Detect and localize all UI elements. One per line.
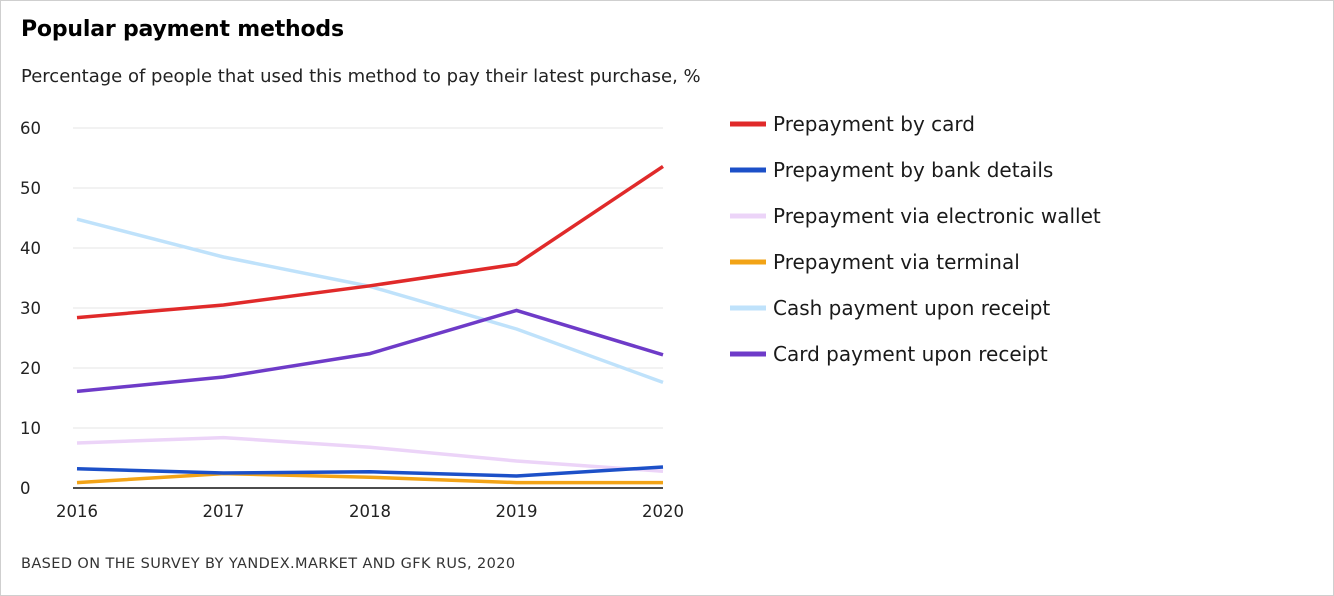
axis-layer: 0 10 20 30 40 50 60 2016 2017 2018 2019 2020 <box>20 119 684 521</box>
series-line-card-payment-upon-receipt <box>76 308 664 394</box>
x-tick-label: 2017 <box>203 502 245 521</box>
series-line-prepayment-by-bank-details <box>76 465 664 478</box>
series-line-prepayment-via-electronic-wallet <box>76 435 664 473</box>
series-line-prepayment-via-terminal <box>76 471 663 485</box>
chart-title: Popular payment methods <box>21 17 344 42</box>
chart-subtitle: Percentage of people that used this meth… <box>21 66 701 87</box>
x-tick-label: 2018 <box>349 502 391 521</box>
legend: Prepayment by card Prepayment by bank det… <box>730 112 1101 366</box>
legend-label-prepayment-by-bank-details: Prepayment by bank details <box>773 158 1053 182</box>
y-tick-label: 10 <box>20 419 41 438</box>
y-tick-label: 50 <box>20 179 41 198</box>
x-tick-label: 2020 <box>642 502 684 521</box>
series-layer <box>76 164 664 485</box>
y-tick-label: 20 <box>20 359 41 378</box>
legend-label-card-payment-upon-receipt: Card payment upon receipt <box>773 342 1048 366</box>
y-tick-label: 0 <box>20 479 31 498</box>
y-tick-label: 30 <box>20 299 41 318</box>
legend-label-prepayment-via-terminal: Prepayment via terminal <box>773 250 1020 274</box>
legend-label-prepayment-via-electronic-wallet: Prepayment via electronic wallet <box>773 204 1101 228</box>
series-line-prepayment-by-card <box>76 164 664 320</box>
legend-label-prepayment-by-card: Prepayment by card <box>773 112 975 136</box>
grid-layer <box>73 127 663 429</box>
series-line-cash-payment-upon-receipt <box>76 217 664 385</box>
source-note: BASED ON THE SURVEY BY YANDEX.MARKET AND… <box>21 556 516 572</box>
y-tick-label: 40 <box>20 239 41 258</box>
legend-label-cash-payment-upon-receipt: Cash payment upon receipt <box>773 296 1050 320</box>
y-tick-label: 60 <box>20 119 41 138</box>
x-tick-label: 2019 <box>496 502 538 521</box>
x-tick-label: 2016 <box>56 502 98 521</box>
